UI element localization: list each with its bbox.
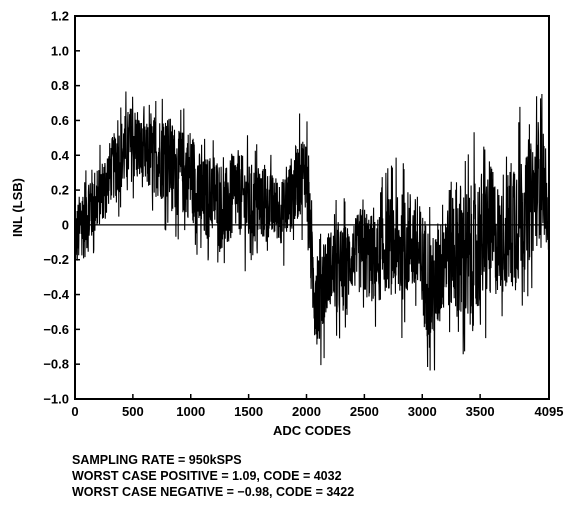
y-tick-label: 0.8	[51, 78, 69, 93]
inl-trace-path	[74, 91, 550, 371]
x-axis: 0 500 1000 1500 2000 2500 3000 3500 4095	[71, 394, 563, 419]
y-tick-label: 0.2	[51, 183, 69, 198]
plot-frame	[74, 15, 550, 400]
x-tick-label: 2000	[292, 404, 321, 419]
y-tick-label: 0.4	[51, 148, 70, 163]
x-tick-label: 3500	[466, 404, 495, 419]
sampling-rate-note: SAMPLING RATE = 950kSPS	[72, 453, 242, 467]
x-tick-label: 4095	[535, 404, 564, 419]
x-tick-label: 2500	[350, 404, 379, 419]
y-tick-label: −0.4	[43, 287, 69, 302]
worst-case-positive-note: WORST CASE POSITIVE = 1.09, CODE = 4032	[72, 469, 342, 483]
y-tick-label: 0	[62, 217, 69, 232]
inl-data-trace	[74, 91, 550, 371]
x-tick-label: 500	[122, 404, 144, 419]
y-tick-label: −0.6	[43, 322, 69, 337]
y-tick-label: −1.0	[43, 392, 69, 407]
y-axis-title: INL (LSB)	[10, 178, 25, 237]
y-tick-label: 0.6	[51, 113, 69, 128]
x-tick-label: 0	[71, 404, 78, 419]
inl-chart: 0 500 1000 1500 2000 2500 3000 3500 4095 −1.0 −0.…	[10, 9, 563, 439]
chart-notes: SAMPLING RATE = 950kSPS WORST CASE POSIT…	[72, 452, 354, 500]
y-tick-label: −0.8	[43, 357, 69, 372]
worst-case-negative-note: WORST CASE NEGATIVE = −0.98, CODE = 3422	[72, 485, 355, 499]
x-tick-label: 1500	[234, 404, 263, 419]
y-tick-label: −0.2	[43, 252, 69, 267]
x-tick-label: 1000	[176, 404, 205, 419]
y-axis: −1.0 −0.8 −0.6 −0.4 −0.2 0 0.2 0.4 0.6 0.8 1.0 1.2	[43, 9, 80, 407]
y-tick-label: 1.0	[51, 43, 69, 58]
x-tick-label: 3000	[408, 404, 437, 419]
y-tick-label: 1.2	[51, 9, 69, 24]
x-axis-title: ADC CODES	[273, 423, 351, 438]
